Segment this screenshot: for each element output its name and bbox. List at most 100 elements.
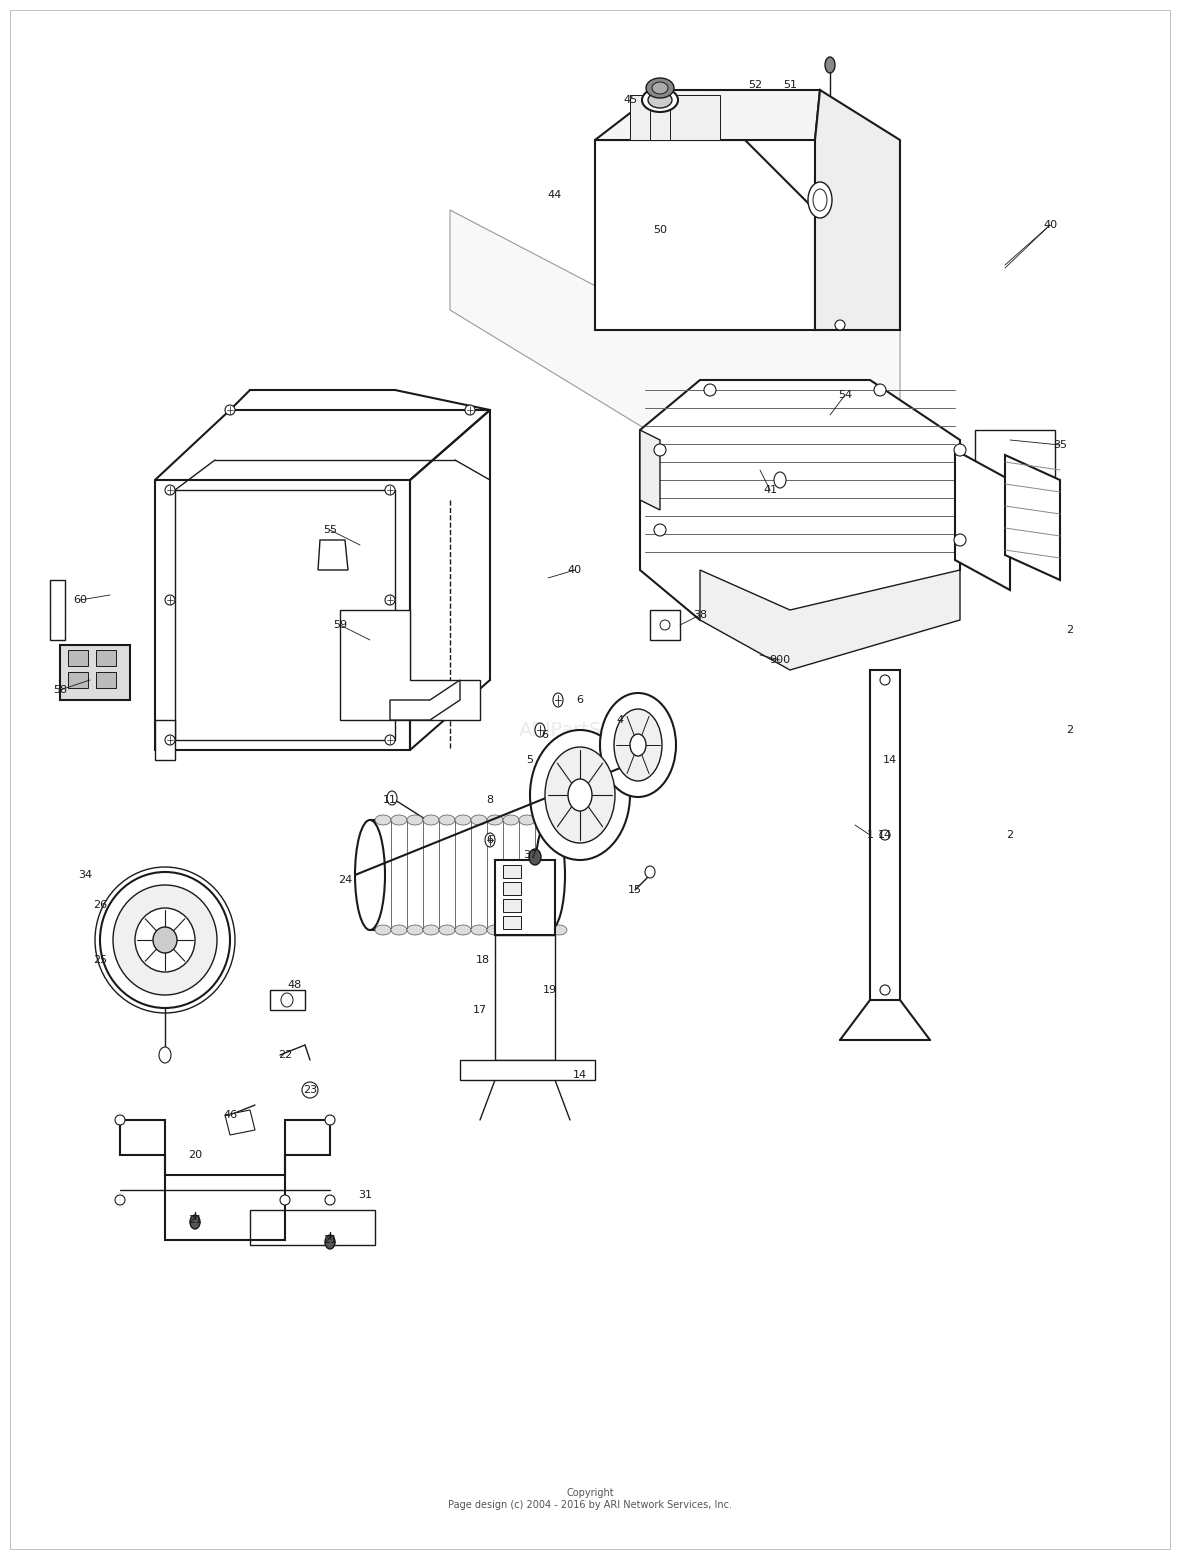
Ellipse shape	[808, 182, 832, 218]
Text: 59: 59	[333, 620, 347, 630]
Ellipse shape	[471, 815, 487, 825]
Text: 14: 14	[573, 1069, 588, 1080]
Polygon shape	[815, 90, 900, 331]
Text: 58: 58	[53, 684, 67, 695]
Ellipse shape	[642, 87, 678, 112]
Ellipse shape	[455, 924, 471, 935]
Text: 900: 900	[769, 655, 791, 666]
Polygon shape	[50, 580, 65, 641]
Ellipse shape	[113, 886, 217, 995]
Text: 37: 37	[523, 850, 537, 861]
Ellipse shape	[280, 1196, 290, 1205]
Ellipse shape	[225, 405, 235, 415]
Text: 41: 41	[763, 485, 778, 496]
Polygon shape	[630, 95, 680, 140]
Text: ARIPartStream: ARIPartStream	[519, 720, 661, 739]
Polygon shape	[460, 1060, 595, 1080]
Ellipse shape	[654, 524, 666, 536]
Ellipse shape	[648, 92, 671, 108]
Ellipse shape	[551, 815, 568, 825]
Ellipse shape	[535, 723, 545, 737]
Ellipse shape	[324, 1115, 335, 1126]
Polygon shape	[595, 90, 820, 140]
Ellipse shape	[880, 675, 890, 684]
Polygon shape	[270, 990, 304, 1010]
Text: 14: 14	[883, 755, 897, 765]
Ellipse shape	[529, 850, 540, 865]
Polygon shape	[650, 610, 680, 641]
Text: 6: 6	[542, 730, 549, 741]
Ellipse shape	[825, 58, 835, 73]
Polygon shape	[640, 380, 961, 620]
Ellipse shape	[503, 924, 519, 935]
Text: 34: 34	[78, 870, 92, 879]
Ellipse shape	[385, 596, 395, 605]
Ellipse shape	[485, 833, 494, 847]
Ellipse shape	[880, 829, 890, 840]
Text: 60: 60	[73, 596, 87, 605]
Ellipse shape	[487, 815, 503, 825]
Ellipse shape	[545, 747, 615, 843]
Ellipse shape	[387, 790, 396, 804]
Ellipse shape	[375, 815, 391, 825]
Text: 26: 26	[93, 900, 107, 910]
Ellipse shape	[551, 924, 568, 935]
Text: 21: 21	[323, 1235, 337, 1246]
Text: 35: 35	[1053, 440, 1067, 451]
Polygon shape	[60, 645, 130, 700]
Bar	[503, 865, 522, 878]
Text: 2: 2	[1007, 829, 1014, 840]
Bar	[96, 650, 116, 666]
Ellipse shape	[880, 985, 890, 995]
Text: 54: 54	[838, 390, 852, 401]
Polygon shape	[1005, 455, 1060, 580]
Ellipse shape	[439, 815, 455, 825]
Ellipse shape	[165, 485, 175, 496]
Text: 24: 24	[337, 875, 352, 886]
Polygon shape	[700, 571, 961, 670]
Ellipse shape	[530, 730, 630, 861]
Polygon shape	[155, 720, 175, 759]
Text: 44: 44	[548, 190, 562, 200]
Ellipse shape	[324, 1196, 335, 1205]
Polygon shape	[371, 820, 550, 931]
Ellipse shape	[487, 924, 503, 935]
Ellipse shape	[135, 907, 195, 971]
Ellipse shape	[159, 1048, 171, 1063]
Text: 4: 4	[616, 716, 623, 725]
Ellipse shape	[190, 1214, 199, 1228]
Text: 1: 1	[866, 829, 873, 840]
Text: 23: 23	[303, 1085, 317, 1094]
Polygon shape	[595, 140, 815, 331]
Text: 6: 6	[577, 695, 583, 705]
Ellipse shape	[774, 472, 786, 488]
Ellipse shape	[953, 535, 966, 546]
Text: 48: 48	[288, 981, 302, 990]
Text: 15: 15	[628, 886, 642, 895]
Ellipse shape	[519, 924, 535, 935]
Ellipse shape	[503, 815, 519, 825]
Ellipse shape	[455, 815, 471, 825]
Polygon shape	[391, 680, 460, 720]
Text: 51: 51	[784, 80, 797, 90]
Ellipse shape	[375, 924, 391, 935]
Ellipse shape	[465, 405, 476, 415]
Text: 19: 19	[543, 985, 557, 995]
Bar	[503, 882, 522, 895]
Ellipse shape	[535, 924, 551, 935]
Ellipse shape	[100, 871, 230, 1009]
Text: 45: 45	[623, 95, 637, 104]
Polygon shape	[955, 451, 1010, 589]
Text: 18: 18	[476, 956, 490, 965]
Ellipse shape	[114, 1196, 125, 1205]
Text: 8: 8	[486, 795, 493, 804]
Text: 22: 22	[277, 1051, 293, 1060]
Polygon shape	[650, 95, 700, 140]
Text: 20: 20	[188, 1151, 202, 1160]
Polygon shape	[670, 95, 720, 140]
Bar	[975, 430, 1055, 485]
Bar	[68, 650, 88, 666]
Text: 25: 25	[93, 956, 107, 965]
Ellipse shape	[535, 815, 551, 825]
Ellipse shape	[654, 444, 666, 455]
